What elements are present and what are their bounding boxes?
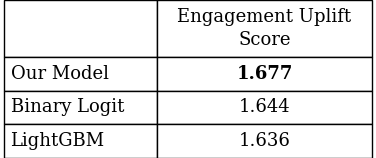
Text: Binary Logit: Binary Logit bbox=[11, 98, 124, 116]
Text: Engagement Uplift
Score: Engagement Uplift Score bbox=[177, 8, 352, 49]
Text: 1.636: 1.636 bbox=[238, 132, 290, 150]
Text: 1.644: 1.644 bbox=[239, 98, 290, 116]
Text: LightGBM: LightGBM bbox=[11, 132, 105, 150]
Bar bbox=[4, 0, 157, 57]
Text: 1.677: 1.677 bbox=[236, 65, 293, 83]
Bar bbox=[157, 57, 372, 91]
Bar bbox=[157, 124, 372, 158]
Bar bbox=[4, 124, 157, 158]
Bar bbox=[4, 91, 157, 124]
Bar bbox=[157, 91, 372, 124]
Bar bbox=[4, 57, 157, 91]
Bar bbox=[157, 0, 372, 57]
Text: Our Model: Our Model bbox=[11, 65, 109, 83]
